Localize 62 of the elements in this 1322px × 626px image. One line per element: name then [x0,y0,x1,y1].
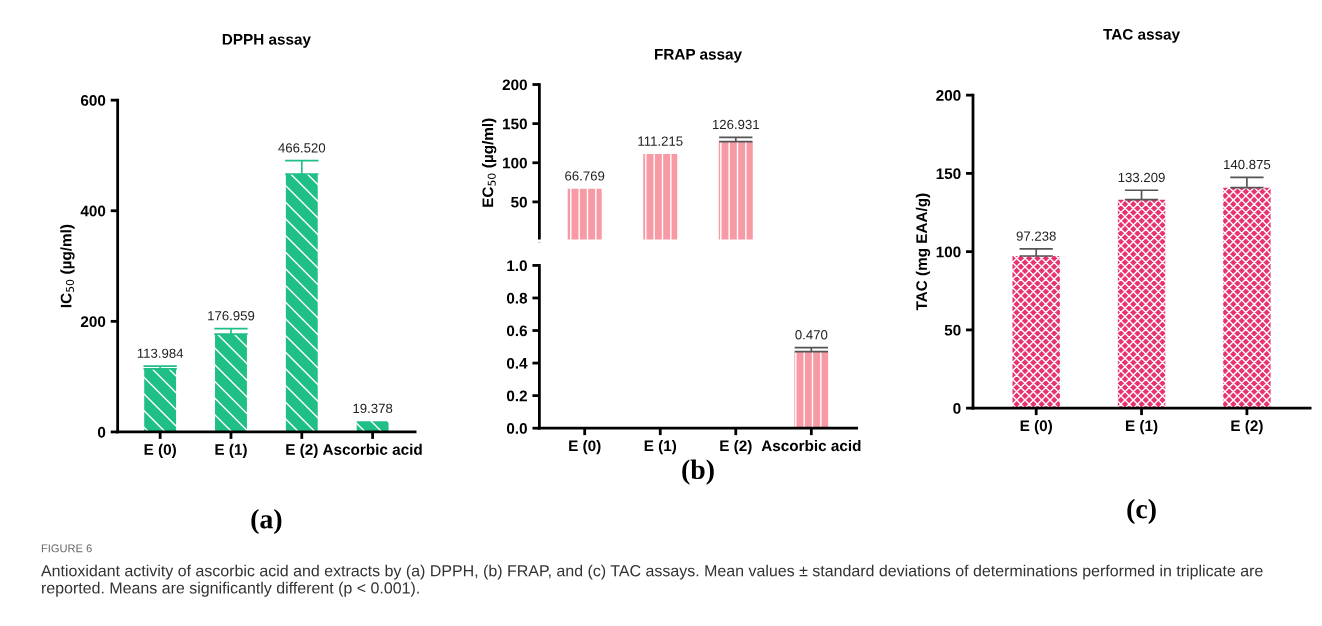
bar [144,368,177,432]
bar [1012,255,1060,409]
x-tick-label: E (1) [215,443,247,458]
x-tick-label: Ascorbic acid [322,443,422,455]
x-tick-label: E (1) [644,439,677,455]
bar [567,188,602,242]
bar [1223,187,1271,409]
y-tick-label: 600 [80,95,106,106]
data-label: 111.215 [638,136,683,146]
y-tick-label: 150 [503,118,527,130]
bar [215,334,247,432]
data-label: 140.875 [1224,159,1271,170]
text: (b) [682,459,714,485]
data-label: 466.520 [278,143,326,153]
y-tick-label: 0.0 [506,423,527,434]
y-tick-label: 0 [97,426,106,438]
x-tick-label: E (2) [720,439,752,455]
bar [643,153,678,242]
data-label: 66.769 [565,171,605,181]
data-label: 176.959 [208,311,255,321]
bar [356,421,389,432]
bar [1117,199,1166,409]
x-tick-label: E (0) [144,443,176,458]
text: (c) [1127,498,1156,525]
bar [285,173,318,432]
y-tick-label: 0.6 [506,325,528,337]
x-tick-label: E (2) [1231,419,1263,435]
x-tick-label: E (1) [1126,419,1158,435]
data-label: 0.470 [795,330,828,340]
y-tick-label: 100 [503,157,527,169]
chart-title: TAC assay [1103,28,1180,43]
y-tick-label: 150 [936,168,961,180]
x-tick-label: E (0) [1020,419,1052,435]
x-tick-label: E (2) [286,443,318,458]
y-tick-label: 50 [511,196,527,208]
text: Antioxidant activity of ascorbic acid and extracts by (a) DPPH, (b) FRAP, and (c) TAC assays. Mean values ± standard deviations of determinations performed in triplicate are reported. Means are significantly different (p < 0.001). [41,564,1263,597]
y-axis-title: IC$_{50}$ (µg/ml) [60,224,75,308]
caption: FIGURE 6 [41,544,92,553]
data-label: 133.209 [1118,172,1165,183]
text: (a) [251,508,282,535]
x-tick-label: Ascorbic acid [761,439,861,452]
data-label: 126.931 [712,119,759,130]
y-tick-label: 1.0 [507,260,527,272]
y-tick-label: 200 [936,90,961,101]
bar [718,141,753,242]
chart-title: DPPH assay [222,34,311,48]
y-tick-label: 0.8 [506,292,528,304]
y-axis-title: TAC (mg EAA/g) [915,193,931,311]
y-tick-label: 0.2 [506,390,527,402]
y-tick-label: 0 [953,403,961,414]
data-label: 19.378 [353,403,393,414]
data-label: 97.238 [1016,231,1056,241]
y-tick-label: 0.4 [506,357,528,369]
y-tick-label: 100 [936,246,961,258]
data-label: 113.984 [137,348,184,358]
y-tick-label: 400 [80,205,106,217]
y-tick-label: 50 [944,324,961,336]
chart-title: FRAP assay [655,49,742,63]
y-tick-label: 200 [502,79,527,91]
x-tick-label: E (0) [569,439,601,455]
y-tick-label: 200 [80,316,106,328]
y-axis-title: EC$_{50}$ (µg/ml) [482,118,497,207]
